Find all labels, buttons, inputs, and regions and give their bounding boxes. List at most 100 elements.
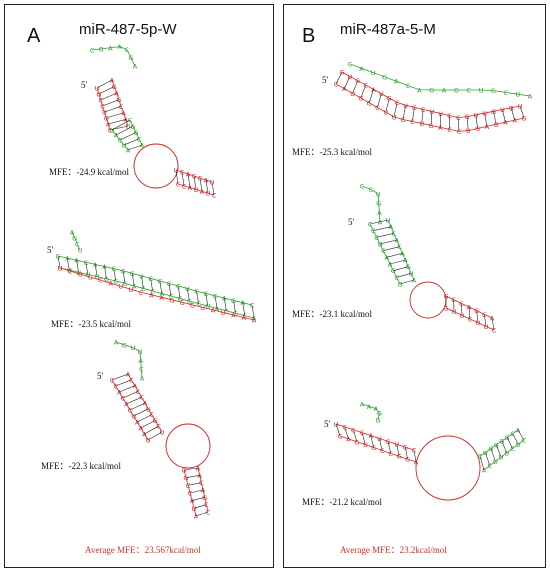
nucleotide-glyph: U — [85, 271, 90, 279]
nucleotide-glyph: A — [106, 121, 111, 129]
base-pair — [402, 105, 406, 120]
nucleotide-glyph: U — [386, 217, 391, 225]
nucleotide-glyph: A — [117, 389, 122, 397]
nucleotide-glyph: C — [206, 509, 211, 517]
base-pair — [485, 452, 491, 466]
panel-b-title: miR-487a-5-M — [340, 21, 436, 38]
base-pair — [251, 304, 255, 319]
base-pair — [104, 266, 107, 279]
base-pair — [177, 285, 181, 299]
base-pair — [144, 425, 159, 435]
nucleotide-glyph: U — [126, 123, 131, 131]
rna-backbone — [369, 223, 401, 285]
nucleotide-glyph: C — [487, 462, 492, 470]
nucleotide-glyph: U — [419, 120, 424, 128]
nucleotide-glyph: C — [121, 395, 126, 403]
nucleotide-glyph: G — [113, 278, 118, 286]
base-pair — [147, 431, 163, 441]
nucleotide-glyph: A — [108, 280, 113, 288]
nucleotide-glyph: G — [397, 453, 402, 461]
base-pair — [369, 219, 389, 225]
rna-loop — [133, 143, 179, 189]
nucleotide-glyph: A — [114, 132, 119, 140]
nucleotide-glyph: U — [130, 344, 135, 352]
nucleotide-glyph: A — [359, 65, 364, 73]
nucleotide-glyph: G — [354, 438, 359, 446]
nucleotide-glyph: C — [334, 81, 339, 89]
nucleotide-glyph: G — [429, 87, 434, 95]
nucleotide-glyph: G — [122, 341, 127, 349]
nucleotide-glyph: A — [417, 86, 422, 94]
five-prime-label: 5' — [322, 75, 329, 85]
panel-letter-a: A — [27, 25, 41, 47]
nucleotide-glyph: A — [215, 305, 220, 313]
panel-a: A miR-487-5p-W 5' MFE：-24.9 kcal/mol 5' … — [4, 4, 274, 568]
mfe-label-a3: MFE：-22.3 kcal/mol — [41, 461, 121, 471]
rna-backbone — [341, 71, 521, 118]
nucleotide-glyph: C — [182, 182, 187, 190]
nucleotide-glyph: U — [460, 312, 465, 320]
nucleotide-glyph: U — [58, 265, 63, 273]
nucleotide-glyph: G — [233, 310, 238, 318]
nucleotide-glyph: C — [156, 423, 161, 431]
nucleotide-glyph: A — [108, 44, 113, 52]
nucleotide-glyph: G — [96, 91, 101, 99]
nucleotide-glyph: A — [196, 465, 201, 473]
nucleotide-glyph: G — [405, 456, 410, 464]
base-pair — [126, 396, 142, 405]
five-prime-label: 5' — [97, 371, 104, 381]
nucleotide-glyph: C — [196, 300, 201, 308]
nucleotide-glyph: U — [78, 271, 83, 279]
nucleotide-glyph: C — [212, 192, 217, 200]
nucleotide-glyph: G — [376, 200, 381, 208]
base-pair — [104, 106, 122, 113]
nucleotide-glyph: C — [392, 230, 397, 238]
rna-backbone — [111, 79, 129, 127]
nucleotide-glyph: A — [149, 291, 154, 299]
nucleotide-glyph: C — [510, 445, 515, 453]
nucleotide-glyph: U — [466, 127, 471, 135]
nucleotide-glyph: C — [137, 135, 142, 143]
base-pair — [168, 283, 172, 297]
base-pair — [412, 107, 415, 122]
base-pair — [360, 84, 366, 99]
base-pair — [189, 489, 204, 494]
nucleotide-glyph: A — [400, 250, 405, 258]
nucleotide-glyph: G — [145, 437, 150, 445]
base-pair — [475, 114, 478, 129]
nucleotide-glyph: A — [201, 487, 206, 495]
nucleotide-glyph: C — [108, 127, 113, 135]
nucleotide-glyph: C — [139, 394, 144, 402]
base-pair — [352, 80, 359, 94]
base-pair — [484, 113, 488, 127]
nucleotide-glyph: A — [139, 425, 144, 433]
nucleotide-glyph: U — [76, 269, 81, 277]
nucleotide-glyph: G — [88, 274, 93, 282]
base-pair — [466, 116, 469, 131]
rna-backbone — [71, 231, 81, 251]
nucleotide-glyph: G — [443, 305, 448, 313]
nucleotide-glyph: U — [350, 90, 355, 98]
base-pair — [396, 273, 412, 278]
base-pair — [141, 275, 144, 289]
base-pair — [193, 175, 197, 190]
base-pair — [76, 260, 79, 273]
nucleotide-glyph: C — [136, 388, 141, 396]
nucleotide-glyph: A — [143, 400, 148, 408]
nucleotide-glyph: C — [128, 117, 133, 125]
nucleotide-glyph: A — [403, 257, 408, 265]
nucleotide-glyph: C — [381, 247, 386, 255]
nucleotide-glyph: C — [204, 501, 209, 509]
nucleotide-glyph: G — [99, 45, 104, 53]
base-pair — [383, 246, 400, 251]
base-pair — [131, 273, 135, 286]
nucleotide-glyph: U — [376, 190, 381, 198]
base-pair — [413, 449, 417, 463]
panel-letter-b: B — [302, 25, 316, 47]
nucleotide-glyph: A — [197, 472, 202, 480]
base-pair — [393, 102, 398, 117]
nucleotide-glyph: C — [124, 46, 129, 54]
nucleotide-glyph: A — [140, 375, 145, 383]
base-pair — [199, 177, 203, 192]
base-pair — [185, 475, 200, 478]
